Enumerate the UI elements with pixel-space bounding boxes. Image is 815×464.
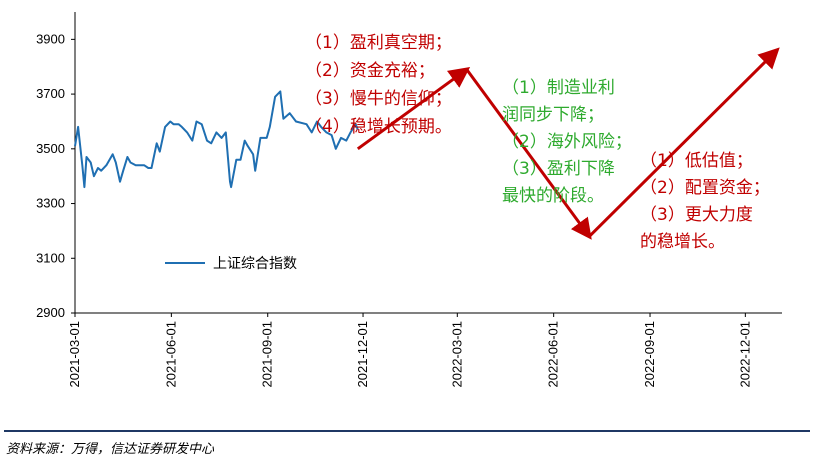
- annotation-line: （3）更大力度: [640, 205, 753, 225]
- y-tick-label: 3900: [36, 31, 65, 46]
- annotation-line: （4）稳增长预期。: [305, 117, 452, 137]
- annotation-line: 最快的阶段。: [502, 186, 604, 206]
- annotation-line: （2）配置资金；: [640, 178, 770, 198]
- axes: [74, 12, 782, 314]
- legend: 上证综合指数: [165, 256, 297, 272]
- y-tick-label: 3100: [36, 250, 65, 265]
- annotation-line: （1）制造业利: [502, 78, 615, 98]
- projection-layer: [356, 47, 780, 240]
- x-tick-label: 2021-03-01: [67, 321, 82, 388]
- x-tick-label: 2022-12-01: [737, 321, 752, 388]
- x-tick-label: 2021-06-01: [163, 321, 178, 388]
- series-layer: [74, 90, 359, 189]
- annotation-line: （1）盈利真空期；: [305, 33, 452, 53]
- annotation-line: （3）慢牛的信仰；: [305, 88, 452, 109]
- y-tick-label: 2900: [36, 305, 65, 320]
- y-tick-label: 3300: [36, 196, 65, 211]
- y-axis-ticks: 2900 3100 3300 3500 3700 3900: [36, 31, 75, 320]
- projection-arrow: [465, 68, 592, 240]
- series-line: [74, 90, 359, 189]
- annotation-line: （3）盈利下降: [502, 159, 615, 179]
- y-tick-label: 3700: [36, 86, 65, 101]
- legend-label: 上证综合指数: [213, 256, 297, 272]
- annotation-line: （2）海外风险；: [502, 132, 632, 152]
- x-tick-label: 2022-03-01: [449, 321, 464, 388]
- x-tick-label: 2021-12-01: [355, 321, 370, 388]
- annotation-line: （2）资金充裕；: [305, 61, 435, 81]
- source-note: 资料来源：万得，信达证券研发中心: [6, 442, 215, 457]
- footer-rule: [4, 430, 810, 432]
- y-tick-label: 3500: [36, 141, 65, 156]
- annotations-layer: （1）盈利真空期； （2）资金充裕； （3）慢牛的信仰； （4）稳增长预期。 （1）制造…: [305, 33, 770, 252]
- projection-arrow: [356, 66, 471, 151]
- x-axis-ticks: 2021-03-01 2021-06-01 2021-09-01 2021-12-01…: [67, 313, 752, 388]
- projection-arrow: [588, 47, 780, 238]
- annotation-line: （1）低估值；: [640, 151, 753, 171]
- x-tick-label: 2021-09-01: [260, 321, 275, 388]
- x-tick-label: 2022-09-01: [642, 321, 657, 388]
- annotation-line: 润同步下降；: [502, 105, 604, 125]
- annotation-line: 的稳增长。: [640, 232, 725, 252]
- x-tick-label: 2022-06-01: [546, 321, 561, 388]
